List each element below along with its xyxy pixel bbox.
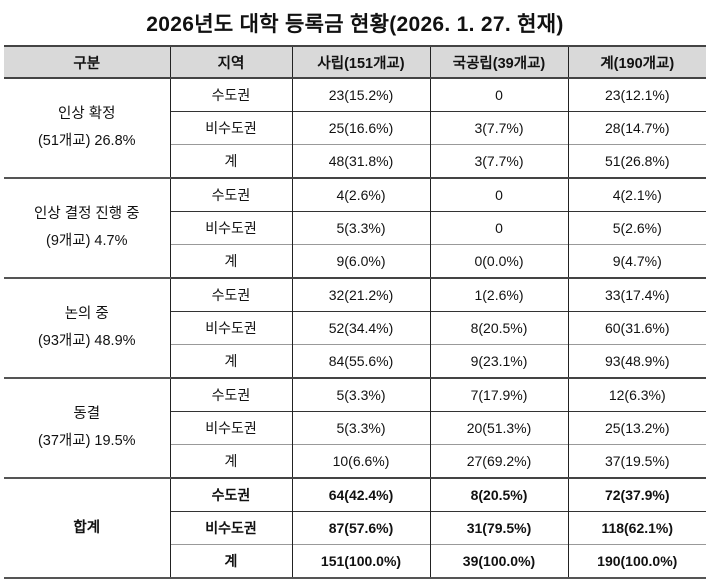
table-row: 비수도권 5(3.3%) 20(51.3%) 25(13.2%) (4, 411, 706, 445)
group-label: 인상 결정 진행 중 (34, 206, 140, 222)
private-cell: 32(21.2%) (291, 277, 430, 312)
private-cell: 48(31.8%) (291, 144, 430, 178)
public-cell: 3(7.7%) (429, 144, 568, 178)
private-cell: 5(3.3%) (291, 377, 430, 412)
private-cell: 5(3.3%) (291, 211, 430, 245)
region-cell: 비수도권 (169, 111, 292, 145)
region-cell: 비수도권 (169, 211, 292, 245)
private-cell: 25(16.6%) (291, 111, 430, 145)
page-title: 2026년도 대학 등록금 현황(2026. 1. 27. 현재) (146, 13, 564, 36)
group-label-cell: 합계 (4, 477, 170, 579)
group-label-cell: 논의 중 (93개교) 48.9% (4, 277, 170, 379)
region-cell: 비수도권 (169, 511, 292, 545)
table-row: 계 84(55.6%) 9(23.1%) 93(48.9%) (4, 344, 706, 378)
region-cell: 계 (169, 344, 292, 378)
header-category: 구분 (4, 45, 170, 79)
public-cell: 0 (429, 77, 568, 112)
private-cell: 4(2.6%) (291, 177, 430, 212)
group-count: (51개교) 26.8% (37, 133, 136, 149)
public-cell: 0 (429, 177, 568, 212)
tuition-status-table: 구분 지역 사립(151개교) 국공립(39개교) 계(190개교) 인상 확정… (4, 45, 706, 579)
table-row: 비수도권 52(34.4%) 8(20.5%) 60(31.6%) (4, 311, 706, 345)
public-cell: 7(17.9%) (429, 377, 568, 412)
region-cell: 비수도권 (169, 411, 292, 445)
table-row: 인상 확정 (51개교) 26.8% 수도권 23(15.2%) 0 23(12.1%) (4, 77, 706, 179)
total-cell: 5(2.6%) (567, 211, 706, 245)
total-cell: 33(17.4%) (567, 277, 706, 312)
group-count: (37개교) 19.5% (37, 433, 136, 449)
table-row: 계 9(6.0%) 0(0.0%) 9(4.7%) (4, 244, 706, 278)
table-row: 합계 수도권 64(42.4%) 8(20.5%) 72(37.9%) (4, 477, 706, 579)
table-row: 계 48(31.8%) 3(7.7%) 51(26.8%) (4, 144, 706, 178)
private-cell: 151(100.0%) (291, 544, 430, 579)
total-cell: 4(2.1%) (567, 177, 706, 212)
group-label-cell: 동결 (37개교) 19.5% (4, 377, 170, 479)
total-cell: 28(14.7%) (567, 111, 706, 145)
private-cell: 10(6.6%) (291, 444, 430, 478)
table-row: 계 151(100.0%) 39(100.0%) 190(100.0%) (4, 544, 706, 579)
private-cell: 87(57.6%) (291, 511, 430, 545)
total-cell: 9(4.7%) (567, 244, 706, 278)
group-label: 논의 중 (64, 306, 109, 322)
header-private: 사립(151개교) (291, 45, 430, 79)
table-row: 비수도권 25(16.6%) 3(7.7%) 28(14.7%) (4, 111, 706, 145)
public-cell: 0 (429, 211, 568, 245)
total-cell: 25(13.2%) (567, 411, 706, 445)
region-cell: 계 (169, 444, 292, 478)
table-row: 비수도권 5(3.3%) 0 5(2.6%) (4, 211, 706, 245)
table-row: 비수도권 87(57.6%) 31(79.5%) 118(62.1%) (4, 511, 706, 545)
group-label: 합계 (73, 519, 101, 536)
total-cell: 93(48.9%) (567, 344, 706, 378)
total-cell: 118(62.1%) (567, 511, 706, 545)
public-cell: 20(51.3%) (429, 411, 568, 445)
private-cell: 23(15.2%) (291, 77, 430, 112)
header-total: 계(190개교) (567, 45, 706, 79)
region-cell: 계 (169, 144, 292, 178)
group-label-cell: 인상 결정 진행 중 (9개교) 4.7% (4, 177, 170, 279)
public-cell: 8(20.5%) (429, 311, 568, 345)
public-cell: 9(23.1%) (429, 344, 568, 378)
total-cell: 51(26.8%) (567, 144, 706, 178)
private-cell: 64(42.4%) (291, 477, 430, 512)
private-cell: 9(6.0%) (291, 244, 430, 278)
total-cell: 23(12.1%) (567, 77, 706, 112)
public-cell: 31(79.5%) (429, 511, 568, 545)
total-cell: 190(100.0%) (567, 544, 706, 579)
private-cell: 84(55.6%) (291, 344, 430, 378)
table-row: 동결 (37개교) 19.5% 수도권 5(3.3%) 7(17.9%) 12(6.3%) (4, 377, 706, 479)
region-cell: 수도권 (169, 277, 292, 312)
region-cell: 수도권 (169, 377, 292, 412)
public-cell: 0(0.0%) (429, 244, 568, 278)
group-count: (9개교) 4.7% (46, 233, 128, 249)
public-cell: 8(20.5%) (429, 477, 568, 512)
public-cell: 3(7.7%) (429, 111, 568, 145)
private-cell: 52(34.4%) (291, 311, 430, 345)
table-row: 계 10(6.6%) 27(69.2%) 37(19.5%) (4, 444, 706, 478)
region-cell: 계 (169, 244, 292, 278)
table-header-row: 구분 지역 사립(151개교) 국공립(39개교) 계(190개교) (4, 45, 706, 79)
region-cell: 수도권 (169, 177, 292, 212)
private-cell: 5(3.3%) (291, 411, 430, 445)
total-cell: 37(19.5%) (567, 444, 706, 478)
group-count: (93개교) 48.9% (37, 333, 136, 349)
group-label-cell: 인상 확정 (51개교) 26.8% (4, 77, 170, 179)
region-cell: 계 (169, 544, 292, 579)
public-cell: 39(100.0%) (429, 544, 568, 579)
region-cell: 수도권 (169, 77, 292, 112)
region-cell: 비수도권 (169, 311, 292, 345)
table-row: 인상 결정 진행 중 (9개교) 4.7% 수도권 4(2.6%) 0 4(2.1%) (4, 177, 706, 279)
public-cell: 1(2.6%) (429, 277, 568, 312)
total-cell: 60(31.6%) (567, 311, 706, 345)
region-cell: 수도권 (169, 477, 292, 512)
group-label: 동결 (73, 406, 101, 422)
total-cell: 72(37.9%) (567, 477, 706, 512)
header-region: 지역 (169, 45, 292, 79)
table-row: 논의 중 (93개교) 48.9% 수도권 32(21.2%) 1(2.6%) 33(17… (4, 277, 706, 379)
total-cell: 12(6.3%) (567, 377, 706, 412)
header-public: 국공립(39개교) (429, 45, 568, 79)
public-cell: 27(69.2%) (429, 444, 568, 478)
group-label: 인상 확정 (58, 106, 116, 122)
